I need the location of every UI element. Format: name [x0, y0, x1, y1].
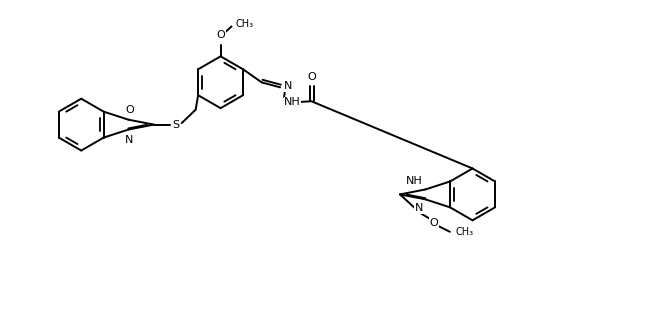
Text: N: N: [284, 81, 292, 91]
Text: N: N: [125, 134, 134, 145]
Text: O: O: [216, 30, 225, 40]
Text: CH₃: CH₃: [236, 19, 254, 29]
Text: O: O: [430, 218, 438, 228]
Text: NH: NH: [406, 177, 423, 186]
Text: NH: NH: [284, 97, 301, 107]
Text: N: N: [415, 203, 423, 213]
Text: O: O: [125, 105, 134, 115]
Text: S: S: [172, 120, 180, 130]
Text: CH₃: CH₃: [456, 227, 474, 237]
Text: O: O: [307, 72, 316, 82]
